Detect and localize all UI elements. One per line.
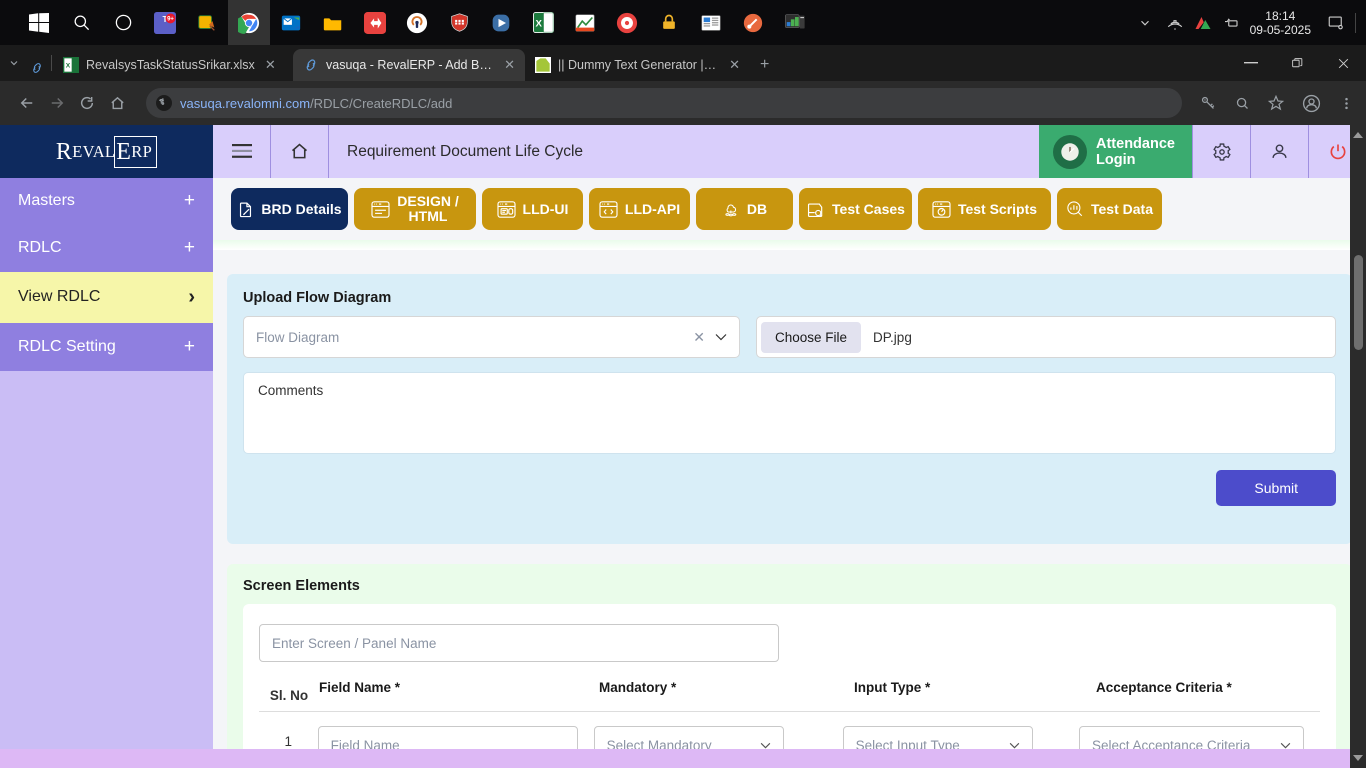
- svg-text:9+: 9+: [167, 16, 174, 22]
- svg-text:X: X: [535, 18, 542, 29]
- svg-text:X: X: [66, 63, 71, 70]
